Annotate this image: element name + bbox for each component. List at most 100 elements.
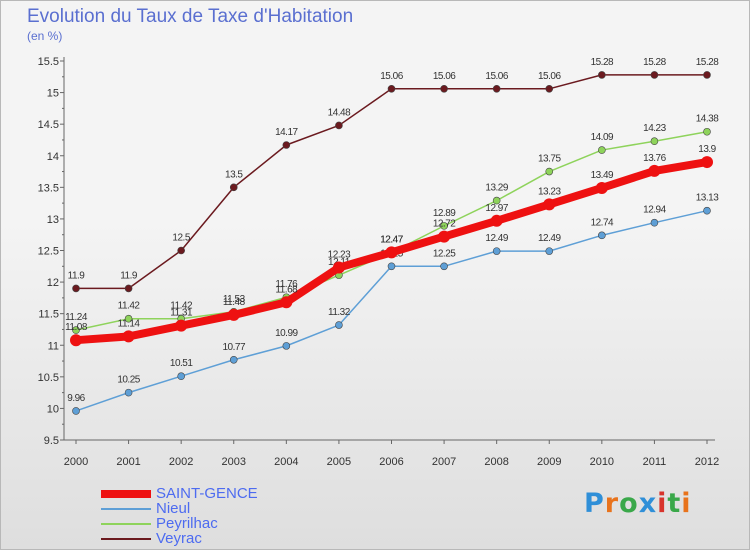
data-label-veyrac: 11.9	[68, 270, 86, 281]
data-label-nieul: 12.74	[591, 217, 614, 228]
x-tick-label: 2001	[116, 456, 140, 468]
logo-letter: i	[681, 488, 692, 519]
data-label-nieul: 10.99	[275, 328, 298, 339]
data-point-saint-gence	[701, 156, 713, 169]
data-point-peyrilhac	[492, 196, 501, 205]
logo-letter: x	[638, 488, 658, 519]
data-label-veyrac: 15.06	[433, 71, 456, 82]
data-point-saint-gence	[490, 214, 503, 227]
data-label-saint-gence: 12.23	[328, 250, 351, 261]
x-tick-label: 2007	[432, 456, 456, 468]
data-label-peyrilhac: 11.24	[65, 312, 88, 323]
data-point-nieul	[703, 206, 711, 215]
data-label-nieul: 10.77	[222, 342, 245, 353]
data-point-nieul	[229, 355, 238, 364]
y-tick-label: 13.5	[38, 182, 59, 194]
data-point-nieul	[335, 321, 343, 329]
legend-label-peyrilhac: Peyrilhac	[156, 515, 218, 532]
data-label-peyrilhac: 12.47	[380, 234, 403, 245]
data-label-peyrilhac: 13.29	[485, 183, 508, 194]
y-tick-label: 15	[47, 88, 59, 100]
data-point-peyrilhac	[72, 326, 80, 334]
data-point-nieul	[440, 262, 448, 271]
data-label-peyrilhac: 11.42	[118, 301, 141, 312]
data-label-saint-gence: 11.48	[223, 297, 246, 308]
logo-letter: r	[604, 488, 620, 519]
x-tick-label: 2005	[327, 456, 351, 468]
data-point-nieul	[492, 247, 501, 255]
data-label-peyrilhac: 11.42	[170, 301, 193, 312]
data-point-nieul	[282, 342, 291, 350]
data-point-saint-gence	[332, 261, 345, 274]
chart-title: Evolution du Taux de Taxe d'Habitation	[27, 6, 354, 27]
x-tick-label: 2004	[274, 456, 298, 468]
data-label-veyrac: 15.06	[380, 71, 403, 82]
data-label-saint-gence: 13.9	[698, 144, 716, 155]
x-tick-label: 2011	[643, 456, 667, 468]
data-label-veyrac: 15.28	[696, 57, 719, 68]
data-point-saint-gence	[648, 164, 661, 177]
data-label-nieul: 12.49	[538, 233, 561, 244]
data-label-veyrac: 14.17	[275, 127, 298, 138]
data-point-saint-gence	[438, 230, 451, 243]
data-label-peyrilhac: 14.23	[643, 123, 666, 134]
data-point-saint-gence	[280, 296, 293, 309]
legend-swatch-nieul	[101, 508, 151, 510]
data-point-nieul	[545, 247, 554, 255]
data-label-saint-gence: 12.97	[485, 203, 508, 214]
data-label-peyrilhac: 11.76	[275, 279, 298, 290]
data-label-veyrac: 15.28	[591, 57, 614, 68]
data-label-peyrilhac: 13.75	[538, 154, 561, 165]
data-point-nieul	[387, 262, 396, 271]
data-point-veyrac	[282, 141, 291, 149]
x-tick-label: 2000	[64, 456, 88, 468]
x-tick-label: 2008	[484, 456, 508, 468]
data-point-veyrac	[650, 71, 659, 79]
legend-swatch-peyrilhac	[101, 523, 151, 525]
data-point-saint-gence	[227, 308, 240, 321]
data-point-veyrac	[492, 84, 501, 93]
data-label-nieul: 12.94	[643, 205, 666, 216]
data-label-saint-gence: 13.23	[538, 186, 561, 197]
data-point-veyrac	[598, 71, 606, 79]
legend-swatch-veyrac	[101, 538, 151, 540]
data-point-nieul	[650, 218, 659, 227]
data-point-saint-gence	[175, 319, 188, 332]
data-point-veyrac	[72, 284, 80, 293]
data-label-veyrac: 14.48	[328, 107, 351, 118]
data-label-peyrilhac: 14.38	[696, 114, 719, 125]
data-label-nieul: 10.51	[170, 358, 193, 369]
data-point-peyrilhac	[598, 146, 606, 154]
x-tick-label: 2003	[222, 456, 246, 468]
data-point-veyrac	[545, 84, 554, 93]
y-tick-label: 11.5	[38, 309, 59, 321]
data-label-saint-gence: 11.08	[65, 322, 88, 333]
x-tick-label: 2010	[590, 456, 614, 468]
y-tick-label: 12	[47, 277, 59, 289]
y-tick-label: 10	[47, 403, 59, 415]
y-tick-label: 12.5	[38, 246, 59, 258]
data-label-peyrilhac: 12.89	[433, 208, 456, 219]
logo-letter: P	[584, 488, 605, 519]
legend-label-saint-gence: SAINT-GENCE	[156, 485, 258, 502]
y-tick-label: 11	[48, 340, 59, 352]
data-label-veyrac: 12.5	[172, 233, 190, 244]
x-tick-label: 2009	[537, 456, 561, 468]
data-label-nieul: 12.49	[485, 233, 508, 244]
data-point-veyrac	[124, 284, 133, 293]
y-tick-label: 9.5	[44, 435, 59, 447]
chart-subtitle: (en %)	[27, 29, 63, 43]
data-point-peyrilhac	[703, 127, 711, 136]
data-point-peyrilhac	[545, 167, 554, 176]
proxiti-logo: Proxiti	[584, 488, 692, 519]
data-label-saint-gence: 13.49	[591, 170, 614, 181]
data-point-peyrilhac	[124, 314, 133, 323]
data-point-saint-gence	[70, 334, 82, 347]
data-point-nieul	[72, 407, 80, 415]
y-tick-label: 13	[47, 214, 59, 226]
data-point-veyrac	[703, 71, 711, 79]
data-label-saint-gence: 11.31	[170, 308, 193, 319]
data-label-saint-gence: 11.68	[275, 284, 298, 295]
